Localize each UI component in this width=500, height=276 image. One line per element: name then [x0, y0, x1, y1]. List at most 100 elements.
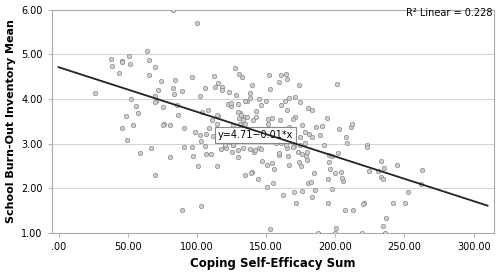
- Point: [340, 179, 347, 183]
- Point: [382, 216, 390, 220]
- Point: [188, 145, 196, 150]
- Point: [284, 124, 292, 129]
- Point: [291, 115, 299, 119]
- Point: [241, 122, 249, 126]
- Point: [417, 182, 425, 186]
- Point: [266, 87, 274, 91]
- Text: R² Linear = 0.228: R² Linear = 0.228: [406, 8, 492, 18]
- Point: [360, 201, 368, 205]
- Point: [331, 171, 339, 175]
- Point: [380, 166, 388, 171]
- Point: [274, 127, 281, 131]
- Point: [381, 231, 389, 235]
- Point: [298, 123, 306, 127]
- Point: [256, 132, 264, 136]
- Point: [191, 130, 199, 134]
- Point: [290, 145, 298, 150]
- Point: [243, 99, 251, 103]
- Point: [240, 145, 248, 150]
- Point: [114, 71, 122, 75]
- Point: [160, 122, 168, 126]
- Point: [254, 177, 262, 181]
- Point: [252, 108, 260, 113]
- Point: [228, 143, 236, 147]
- Point: [166, 123, 174, 128]
- Point: [222, 145, 230, 150]
- Point: [393, 163, 401, 168]
- Point: [208, 134, 216, 138]
- Point: [134, 111, 142, 115]
- Point: [256, 147, 264, 151]
- Point: [143, 49, 151, 53]
- Point: [275, 150, 283, 155]
- Point: [196, 133, 204, 137]
- Point: [284, 146, 292, 150]
- Point: [277, 103, 285, 107]
- Point: [358, 231, 366, 235]
- Point: [323, 116, 331, 120]
- Point: [262, 134, 270, 139]
- Point: [148, 146, 156, 151]
- Point: [126, 62, 134, 66]
- Point: [136, 151, 144, 155]
- Point: [256, 97, 264, 102]
- Point: [325, 160, 333, 164]
- Point: [298, 189, 306, 193]
- Point: [241, 114, 249, 119]
- Point: [118, 59, 126, 63]
- Point: [251, 148, 259, 153]
- Point: [238, 75, 246, 79]
- Point: [312, 188, 320, 192]
- Point: [252, 115, 260, 119]
- Point: [243, 115, 251, 120]
- Point: [214, 114, 222, 118]
- Point: [328, 186, 336, 191]
- Point: [197, 139, 205, 143]
- Point: [221, 144, 229, 148]
- Point: [285, 95, 293, 100]
- Point: [235, 116, 243, 120]
- Point: [212, 113, 220, 117]
- Point: [343, 140, 351, 145]
- Point: [180, 145, 188, 150]
- Point: [227, 101, 235, 105]
- Point: [128, 97, 136, 101]
- Point: [404, 190, 411, 194]
- Point: [197, 203, 205, 208]
- Point: [379, 176, 387, 181]
- Point: [234, 148, 241, 153]
- Point: [306, 131, 314, 136]
- Point: [170, 92, 178, 97]
- Point: [171, 78, 179, 83]
- Point: [270, 166, 278, 171]
- Point: [264, 116, 272, 121]
- Y-axis label: School Burn-Out Inventory Mean: School Burn-Out Inventory Mean: [6, 19, 16, 223]
- Point: [222, 127, 230, 131]
- Point: [218, 128, 226, 132]
- Point: [296, 100, 304, 104]
- Point: [248, 118, 256, 122]
- Point: [364, 145, 372, 149]
- Point: [274, 80, 282, 84]
- Point: [218, 85, 226, 90]
- Point: [205, 126, 213, 130]
- Point: [358, 202, 366, 206]
- Point: [257, 128, 265, 132]
- Point: [233, 128, 241, 132]
- Point: [248, 82, 256, 87]
- Point: [304, 181, 312, 185]
- Point: [152, 100, 160, 104]
- Point: [242, 127, 250, 131]
- Point: [154, 88, 162, 93]
- Point: [178, 208, 186, 212]
- Point: [144, 58, 152, 62]
- Point: [236, 113, 244, 118]
- Point: [246, 147, 254, 152]
- Point: [122, 114, 130, 118]
- Point: [196, 94, 204, 99]
- Point: [158, 123, 166, 127]
- Point: [224, 102, 232, 107]
- Point: [294, 150, 302, 154]
- Point: [106, 56, 114, 61]
- Point: [126, 54, 134, 58]
